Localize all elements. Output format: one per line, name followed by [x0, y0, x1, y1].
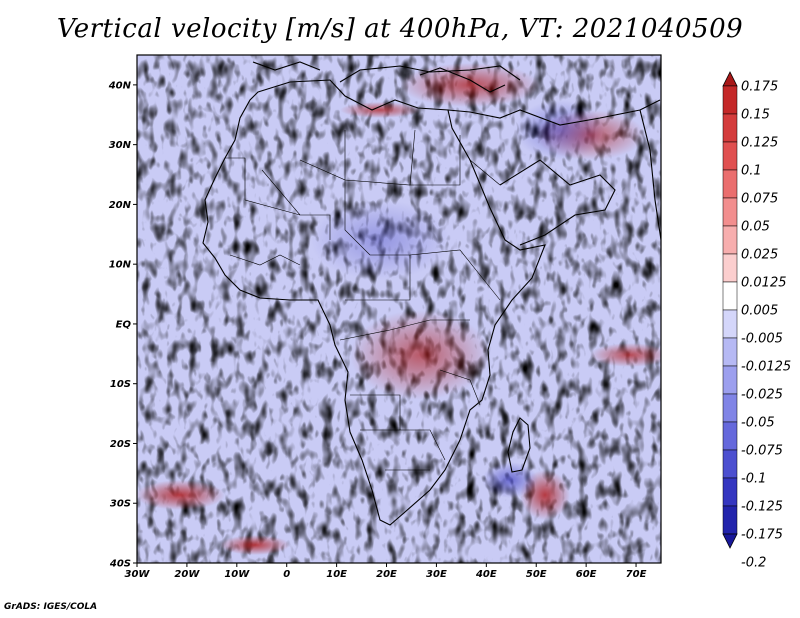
- colorbar-label: -0.125: [741, 500, 783, 515]
- lon-tick-label: 70E: [626, 569, 647, 580]
- velocity-field: [137, 55, 661, 563]
- colorbar-segment: [722, 365, 738, 395]
- colorbar-label: 0.15: [741, 108, 770, 123]
- colorbar-segment: [722, 141, 738, 171]
- lat-tick-label: 10N: [109, 260, 132, 271]
- lon-tick-label: 50E: [526, 569, 547, 580]
- colorbar-segment: [722, 337, 738, 367]
- colorbar-label: 0.025: [741, 248, 778, 263]
- colorbar-segment: [722, 197, 738, 227]
- country-borders: [225, 129, 501, 471]
- lat-tick-label: 40N: [108, 80, 132, 91]
- lat-tick-label: 40S: [109, 559, 131, 570]
- colorbar-label: 0.005: [741, 304, 778, 319]
- colorbar-segment: [722, 169, 738, 199]
- lon-tick-label: 0: [283, 569, 290, 580]
- lat-tick-label: 20N: [109, 200, 132, 211]
- colorbar-bottom-triangle: [722, 533, 738, 549]
- lat-tick-label: 30S: [110, 499, 131, 510]
- colorbar-segment: [722, 113, 738, 143]
- colorbar-segment: [722, 505, 738, 535]
- colorbar-segment: [722, 253, 738, 283]
- colorbar-label: -0.025: [741, 388, 783, 403]
- colorbar-label: 0.05: [741, 220, 770, 235]
- colorbar-label: 0.0125: [741, 276, 787, 291]
- colorbar-segment: [722, 421, 738, 451]
- lon-tick-label: 30W: [125, 569, 151, 580]
- lon-tick-label: 20W: [174, 569, 200, 580]
- lon-tick-label: 60E: [576, 569, 597, 580]
- colorbar-label: -0.05: [741, 416, 775, 431]
- grads-credit: GrADS: IGES/COLA: [4, 602, 98, 612]
- colorbar-label: 0.125: [741, 136, 778, 151]
- colorbar-label: -0.075: [741, 444, 783, 459]
- colorbar-segment: [722, 309, 738, 339]
- colorbar: 0.175 0.15 0.125 0.1 0.075 0.05 0.025 0.0125 0.0…: [722, 71, 791, 571]
- lat-tick-label: 10S: [110, 379, 131, 390]
- colorbar-label: -0.1: [741, 472, 766, 487]
- colorbar-segment: [722, 281, 738, 311]
- colorbar-label: -0.005: [741, 332, 783, 347]
- lat-tick-label: 30N: [109, 140, 132, 151]
- lon-tick-label: 30E: [426, 569, 447, 580]
- longitude-axis: 30W 20W 10W 0 10E 20E 30E 40E 50E 60E 70E: [125, 563, 647, 580]
- lon-tick-label: 20E: [376, 569, 397, 580]
- colorbar-label: -0.2: [741, 556, 766, 571]
- colorbar-label: 0.1: [741, 164, 762, 179]
- lon-tick-label: 40E: [475, 569, 497, 580]
- latitude-axis: 40N 30N 20N 10N EQ 10S 20S 30S 40S: [108, 80, 137, 570]
- lat-tick-label: 20S: [110, 439, 131, 450]
- lat-tick-label: EQ: [116, 319, 132, 330]
- colorbar-top-triangle: [722, 71, 738, 87]
- colorbar-label: -0.0125: [741, 360, 791, 375]
- colorbar-segment: [722, 477, 738, 507]
- map-title: Vertical velocity [m/s] at 400hPa, VT: 2…: [56, 14, 744, 44]
- colorbar-segment: [722, 225, 738, 255]
- coastline: [202, 61, 661, 526]
- colorbar-label: -0.175: [741, 528, 783, 543]
- colorbar-segment: [722, 85, 738, 115]
- colorbar-label: 0.175: [741, 80, 778, 95]
- lon-tick-label: 10E: [326, 569, 347, 580]
- colorbar-segment: [722, 449, 738, 479]
- lon-tick-label: 10W: [224, 569, 250, 580]
- map-frame: [136, 54, 662, 564]
- colorbar-segment: [722, 393, 738, 423]
- colorbar-label: 0.075: [741, 192, 778, 207]
